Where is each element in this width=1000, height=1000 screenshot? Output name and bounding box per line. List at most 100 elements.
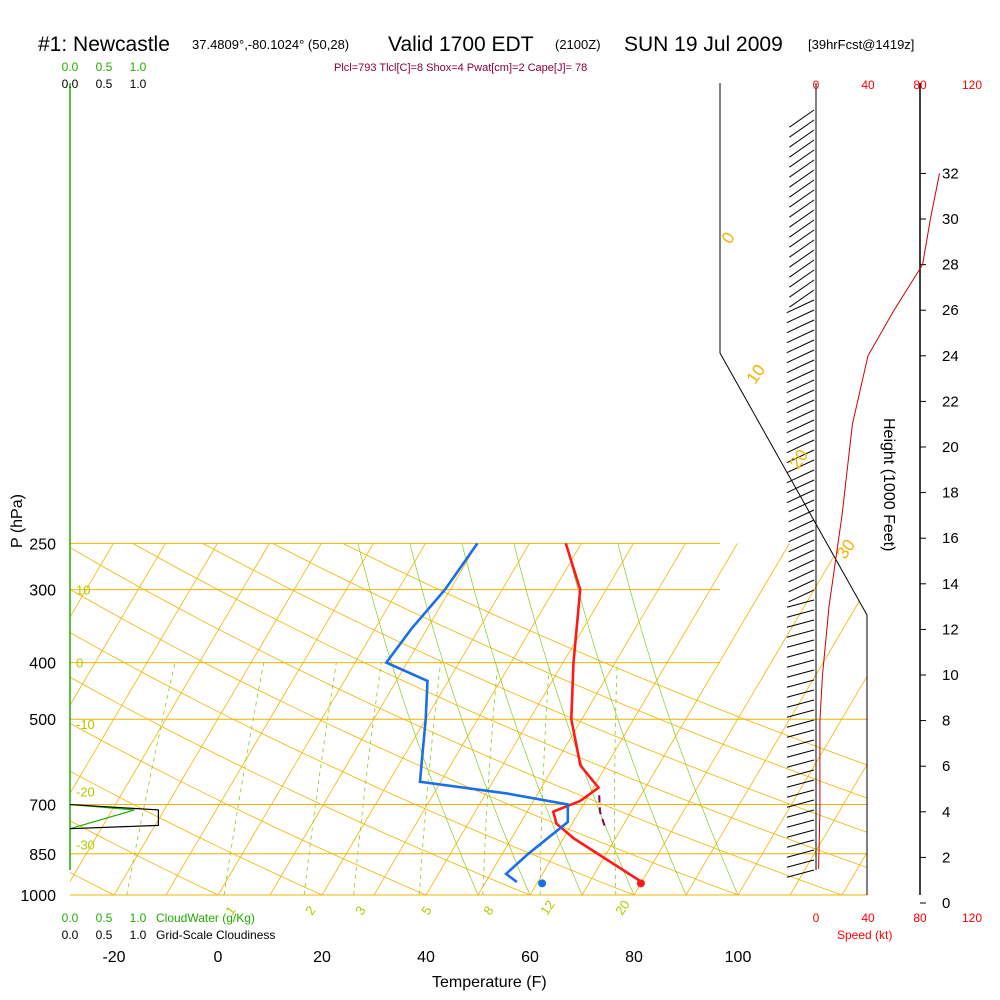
dry-adiabat-line [70, 543, 843, 895]
dry-adiabat-line [342, 543, 867, 895]
cloudwater-tick-bottom: 0.0 [62, 911, 79, 925]
temperature-tick-label: 80 [625, 949, 643, 966]
mixing-ratio-value-label: 8 [480, 903, 496, 918]
isobar-lines [70, 542, 867, 896]
isotherm-line [946, 543, 1000, 895]
temperature-tick-label: 100 [725, 949, 752, 966]
wind-barb [789, 219, 815, 238]
dry-adiabat-line [70, 543, 323, 895]
cloudiness-tick-bottom: 0.0 [62, 928, 79, 942]
dry-adiabat-line [202, 543, 867, 895]
valid-date: SUN 19 Jul 2009 [624, 33, 783, 56]
pressure-tick-label: 850 [29, 847, 56, 864]
speed-tick-label-bottom: 40 [861, 911, 875, 925]
dry-adiabat-value-label: 10 [743, 361, 769, 387]
wind-barb [786, 359, 815, 374]
wind-barb [786, 389, 815, 404]
wind-barb [789, 159, 815, 178]
wind-barb [786, 629, 815, 638]
pressure-tick-label: 700 [29, 798, 56, 815]
mixing-ratio-line [126, 662, 176, 895]
speed-axis-label: Speed (kt) [837, 928, 892, 942]
height-tick-label: 16 [942, 530, 959, 547]
plot-frame [719, 83, 868, 895]
cloud-profile [69, 803, 159, 830]
cloudiness-tick-top: 1.0 [130, 77, 147, 91]
wind-barb [786, 729, 815, 738]
isotherm-value-label: -10 [76, 717, 95, 732]
wind-barb [789, 259, 815, 278]
moist-adiabat-line [409, 543, 531, 895]
wind-barb [786, 319, 815, 334]
mixing-ratio-value-label: 3 [352, 903, 368, 918]
dry-adiabat-line [0, 543, 10, 895]
pressure-tick-label: 400 [29, 656, 56, 673]
wind-barb [786, 379, 815, 394]
cloudiness-label: Grid-Scale Cloudiness [156, 928, 275, 942]
wind-barb [789, 199, 815, 218]
height-tick-label: 20 [942, 439, 959, 456]
wind-barb [786, 819, 815, 828]
wind-barb [789, 279, 815, 298]
wind-barb [786, 689, 815, 698]
mixing-ratio-line [303, 662, 337, 895]
dry-adiabat-line [70, 543, 531, 895]
wind-barb [786, 699, 815, 708]
surface-temperature-marker [636, 879, 645, 888]
height-tick-label: 12 [942, 621, 959, 638]
wind-barb [789, 189, 815, 208]
height-axis-label: Height (1000 Feet) [880, 418, 897, 551]
height-tick-label: 2 [942, 849, 950, 866]
sounding-indices: Plcl=793 Tlcl[C]=8 Shox=4 Pwat[cm]=2 Cap… [334, 62, 587, 74]
wind-barb [786, 399, 815, 414]
temperature-tick-label: 0 [214, 949, 223, 966]
wind-barb [786, 799, 815, 808]
wind-barb [789, 179, 815, 198]
dry-adiabat-lines [0, 543, 867, 895]
cloudwater-tick-bottom: 1.0 [130, 911, 147, 925]
isotherm-value-label: 10 [76, 583, 90, 598]
temperature-tick-label: 60 [521, 949, 539, 966]
wind-barb [788, 519, 815, 533]
station-coords: 37.4809°,-80.1024° (50,28) [192, 37, 349, 52]
cloudiness-tick-bottom: 0.5 [96, 928, 113, 942]
height-tick-label: 0 [942, 895, 950, 912]
moist-adiabat-line [617, 543, 739, 895]
wind-barb [788, 559, 815, 573]
temperature-axis-label: Temperature (F) [432, 974, 547, 991]
wind-barb [789, 129, 815, 148]
wind-barb [786, 749, 815, 758]
moist-adiabat-line [461, 543, 583, 895]
speed-tick-label-bottom: 120 [962, 911, 982, 925]
forecast-info: [39hrFcst@1419z] [808, 37, 914, 52]
temperature-tick-label: -20 [102, 949, 125, 966]
wind-barb [788, 509, 815, 523]
wind-barb [786, 719, 815, 728]
wind-barb [786, 489, 815, 504]
wind-barb [788, 549, 815, 563]
wind-barb [786, 459, 815, 474]
height-tick-label: 32 [942, 165, 959, 182]
speed-tick-label-top: 40 [861, 78, 875, 92]
height-tick-label: 18 [942, 485, 959, 502]
pressure-tick-label: 300 [29, 583, 56, 600]
wind-barb [786, 479, 815, 494]
wind-barb [786, 349, 815, 364]
mixing-ratio-value-label: 5 [418, 903, 434, 918]
parcel-line [598, 795, 607, 830]
height-tick-label: 28 [942, 257, 959, 274]
zulu-time: (2100Z) [555, 37, 601, 52]
wind-barb [786, 429, 815, 444]
wind-barb [789, 109, 815, 128]
moist-adiabat-line [565, 543, 687, 895]
mixing-ratio-line [614, 662, 618, 895]
dry-adiabat-line [70, 543, 219, 895]
dry-adiabat-line [70, 543, 635, 895]
height-tick-label: 8 [942, 713, 950, 730]
wind-barb [789, 239, 815, 258]
speed-tick-label-top: 0 [813, 78, 820, 92]
wind-barb [789, 119, 815, 138]
dry-adiabat-value-label: 20 [786, 446, 812, 472]
wind-barb [786, 789, 815, 798]
wind-barb [786, 859, 815, 868]
